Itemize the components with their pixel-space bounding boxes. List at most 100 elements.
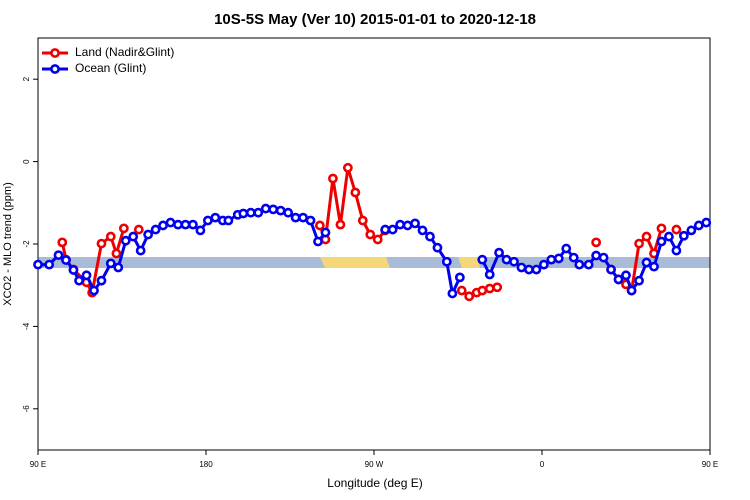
legend: Land (Nadir&Glint) Ocean (Glint) — [42, 45, 174, 75]
data-point — [509, 256, 519, 267]
data-point — [477, 285, 488, 296]
data-point — [568, 252, 579, 263]
data-point — [591, 250, 602, 261]
data-point — [96, 275, 107, 286]
data-point — [656, 236, 667, 247]
surface-band — [38, 257, 710, 268]
data-point — [591, 237, 602, 248]
x-tick-label: 180 — [199, 460, 213, 469]
data-point — [150, 224, 161, 235]
data-point — [410, 218, 420, 229]
legend-label: Ocean (Glint) — [75, 61, 146, 75]
data-point — [188, 219, 198, 230]
data-point — [531, 264, 542, 275]
data-point — [133, 224, 144, 235]
data-point — [298, 212, 308, 223]
data-point — [202, 215, 213, 226]
data-point — [245, 207, 256, 218]
data-point — [598, 252, 609, 263]
data-point — [701, 217, 712, 228]
data-point — [33, 259, 43, 270]
data-point — [96, 238, 107, 249]
data-point — [158, 220, 168, 231]
data-point — [57, 237, 68, 248]
y-axis-label: XCO2 - MLO trend (ppm) — [2, 182, 14, 305]
data-point — [350, 187, 361, 198]
data-point — [89, 285, 99, 296]
data-point — [143, 229, 154, 240]
data-point — [357, 215, 368, 226]
data-point — [313, 236, 323, 247]
y-tick-label: 0 — [22, 159, 31, 164]
data-point — [417, 225, 428, 236]
data-point — [671, 224, 682, 235]
data-point — [118, 223, 129, 234]
data-point — [686, 225, 697, 236]
data-point — [314, 220, 325, 231]
data-point — [268, 204, 279, 215]
data-point — [113, 262, 124, 273]
legend-marker — [50, 48, 60, 58]
data-point — [621, 270, 631, 281]
data-point — [664, 231, 674, 242]
data-point — [260, 203, 271, 214]
data-point — [626, 285, 637, 296]
data-point — [456, 285, 467, 296]
data-point — [454, 272, 465, 283]
x-tick-label: 90 E — [30, 460, 46, 469]
data-point — [253, 207, 264, 218]
data-point — [105, 258, 116, 269]
data-point — [238, 208, 249, 219]
data-point — [516, 262, 527, 273]
legend-marker — [50, 64, 60, 74]
data-point — [120, 235, 131, 246]
data-point — [44, 259, 55, 270]
data-point — [538, 259, 549, 270]
data-point — [290, 212, 301, 223]
data-point — [484, 283, 495, 294]
data-point — [305, 215, 316, 226]
data-point — [574, 259, 585, 270]
land-band — [320, 257, 390, 268]
x-tick-label: 90 E — [702, 460, 718, 469]
data-point — [74, 275, 84, 286]
data-point — [634, 238, 644, 249]
data-point — [641, 257, 652, 268]
data-point — [68, 265, 79, 275]
data-point — [606, 264, 616, 275]
data-point — [613, 274, 624, 285]
data-point — [61, 255, 71, 265]
legend-label: Land (Nadir&Glint) — [75, 45, 174, 59]
x-tick-label: 0 — [540, 460, 545, 469]
data-point — [402, 220, 413, 231]
data-point — [165, 217, 176, 228]
data-point — [583, 259, 594, 270]
data-point — [464, 291, 475, 302]
data-point — [641, 231, 652, 242]
data-point — [501, 254, 512, 265]
data-point — [484, 269, 495, 280]
data-point — [320, 227, 331, 238]
data-point — [180, 219, 191, 230]
data-point — [81, 270, 92, 281]
y-tick-label: 2 — [22, 76, 31, 81]
data-point — [328, 173, 338, 184]
data-point — [387, 224, 398, 235]
data-point — [380, 224, 391, 235]
data-point — [335, 219, 346, 230]
data-point — [223, 215, 234, 226]
data-point — [546, 254, 557, 265]
data-point — [195, 225, 206, 236]
data-point — [494, 247, 504, 258]
data-point — [425, 231, 435, 242]
y-tick-label: -4 — [22, 322, 31, 330]
data-point — [105, 231, 116, 242]
data-point — [111, 248, 122, 259]
data-point — [372, 234, 383, 245]
data-point — [553, 253, 564, 264]
data-point — [135, 245, 146, 256]
data-point — [524, 264, 534, 275]
data-point — [477, 254, 488, 265]
x-axis-label: Longitude (deg E) — [327, 476, 422, 490]
